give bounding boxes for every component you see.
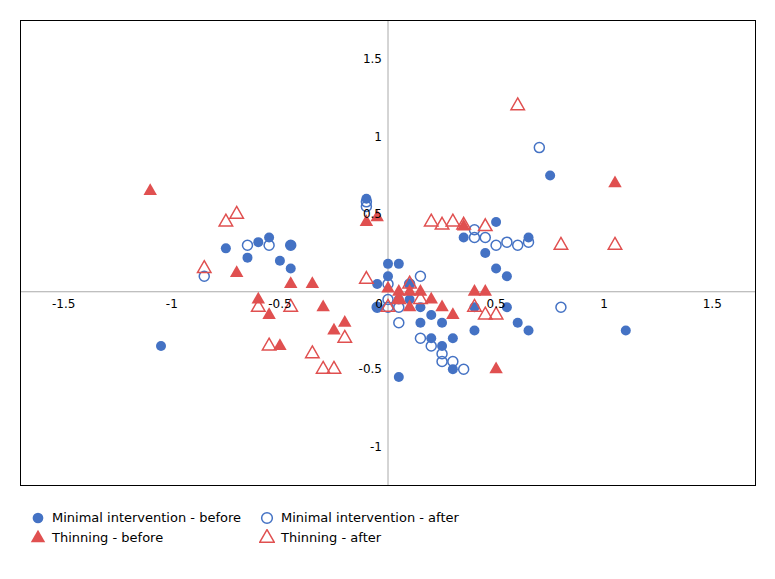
svg-text:1: 1 (374, 130, 382, 144)
svg-text:-0.5: -0.5 (359, 362, 382, 376)
svg-text:1.5: 1.5 (703, 297, 722, 311)
html-text:Minimal intervention - after: Minimal intervention - after (281, 509, 459, 525)
svg-text:0.5: 0.5 (363, 207, 382, 221)
html-text:Minimal intervention - before: Minimal intervention - before (52, 509, 241, 525)
svg-text:0: 0 (375, 297, 383, 311)
svg-text:-1: -1 (166, 297, 178, 311)
svg-text:1: 1 (600, 297, 608, 311)
svg-text:-0.5: -0.5 (268, 297, 291, 311)
html-text:Thinning - before: Thinning - before (52, 529, 164, 545)
svg-text:0.5: 0.5 (487, 297, 506, 311)
html-text:Thinning - after: Thinning - after (281, 529, 382, 545)
svg-text:1.5: 1.5 (363, 52, 382, 66)
svg-text:-1: -1 (370, 440, 382, 454)
svg-text:-1.5: -1.5 (52, 297, 75, 311)
